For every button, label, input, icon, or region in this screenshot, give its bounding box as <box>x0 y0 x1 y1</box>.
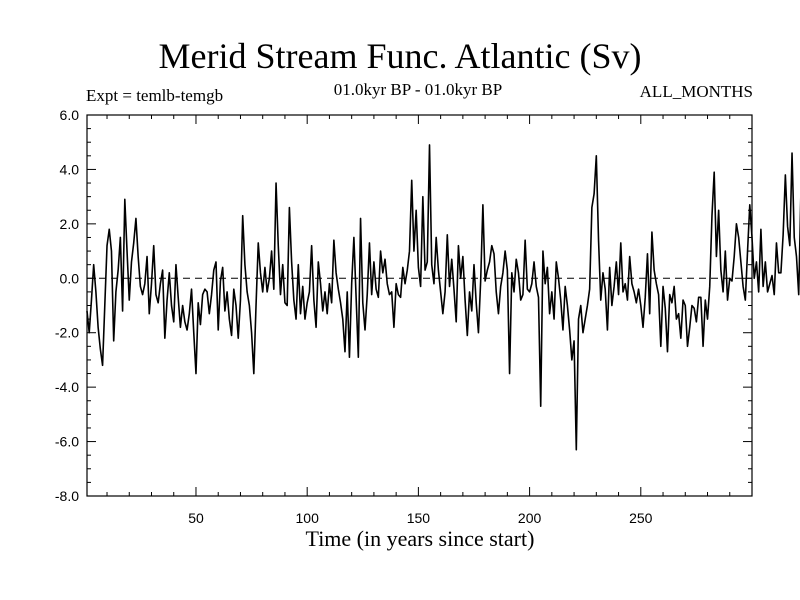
x-axis-label: Time (in years since start) <box>305 526 535 551</box>
y-tick-label: 4.0 <box>60 161 80 177</box>
y-tick-label: 0.0 <box>60 270 80 286</box>
y-tick-label: -4.0 <box>55 379 79 395</box>
series-line-0 <box>86 144 800 451</box>
y-tick-label: -2.0 <box>55 325 79 341</box>
experiment-label: Expt = temlb-temgb <box>86 86 224 105</box>
chart-title: Merid Stream Func. Atlantic (Sv) <box>158 36 642 76</box>
y-tick-label: -6.0 <box>55 434 79 450</box>
period-label: 01.0kyr BP - 01.0kyr BP <box>333 80 503 99</box>
x-tick-label: 50 <box>188 510 204 526</box>
y-tick-label: 6.0 <box>60 107 80 123</box>
x-tick-label: 150 <box>407 510 431 526</box>
x-tick-label: 100 <box>296 510 320 526</box>
x-tick-label: 200 <box>518 510 542 526</box>
x-tick-label: 250 <box>629 510 653 526</box>
plot-frame <box>86 114 753 497</box>
y-tick-label: -8.0 <box>55 488 79 504</box>
y-tick-label: 2.0 <box>60 216 80 232</box>
months-label: ALL_MONTHS <box>639 82 753 101</box>
